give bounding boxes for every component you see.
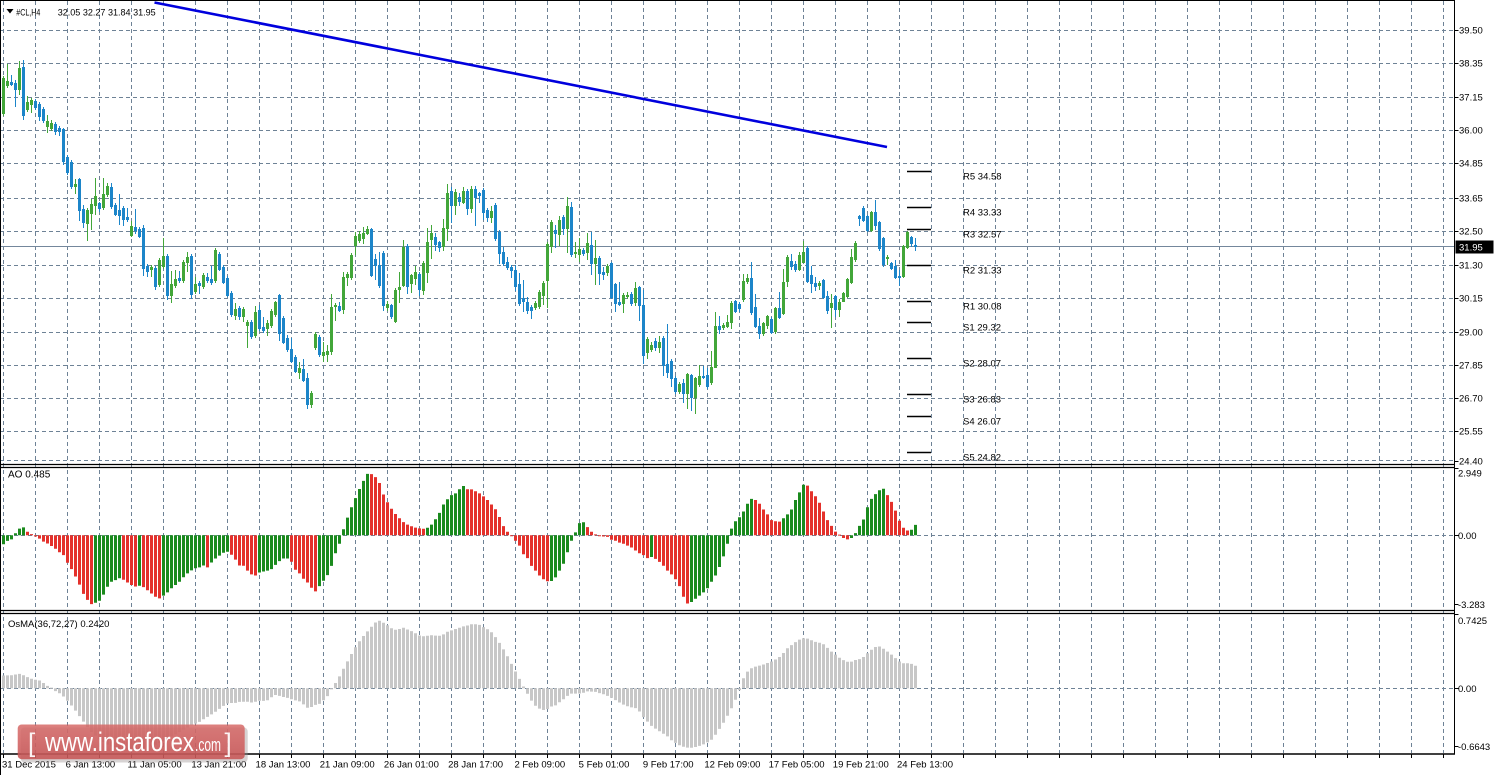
svg-text:9 Feb 17:00: 9 Feb 17:00 [643,760,694,771]
svg-text:#CL,H4: #CL,H4 [16,8,40,19]
svg-text:21 Jan 09:00: 21 Jan 09:00 [320,760,375,771]
svg-text:S2 28.07: S2 28.07 [963,359,1001,370]
svg-text:29.00: 29.00 [1459,328,1483,339]
svg-text:2 Feb 09:00: 2 Feb 09:00 [514,760,565,771]
svg-text:24.40: 24.40 [1459,457,1483,468]
svg-text:S1 29.32: S1 29.32 [963,323,1001,334]
svg-text:31 Dec 2015: 31 Dec 2015 [2,760,56,771]
svg-text:28 Jan 17:00: 28 Jan 17:00 [448,760,503,771]
svg-text:5 Feb 01:00: 5 Feb 01:00 [579,760,630,771]
svg-text:12 Feb 09:00: 12 Feb 09:00 [704,760,760,771]
svg-text:26 Jan 01:00: 26 Jan 01:00 [384,760,439,771]
svg-text:38.35: 38.35 [1459,59,1483,70]
svg-text:www.instaforex: www.instaforex [44,727,194,757]
svg-text:OsMA(36,72,27) 0.2420: OsMA(36,72,27) 0.2420 [8,619,109,630]
svg-text:25.55: 25.55 [1459,427,1483,438]
svg-text:2.949: 2.949 [1458,469,1482,480]
svg-text:]: ] [225,728,232,758]
svg-text:18 Jan 13:00: 18 Jan 13:00 [256,760,311,771]
svg-text:R5 34.58: R5 34.58 [963,172,1002,183]
svg-text:R2 31.33: R2 31.33 [963,266,1002,277]
svg-text:31.30: 31.30 [1459,261,1483,272]
svg-text:S4 26.07: S4 26.07 [963,417,1001,428]
svg-text:0.00: 0.00 [1458,531,1477,542]
svg-text:32.50: 32.50 [1459,227,1483,238]
svg-text:[: [ [28,728,36,758]
svg-text:39.50: 39.50 [1459,26,1483,37]
svg-text:R1 30.08: R1 30.08 [963,302,1002,313]
svg-text:-0.6643: -0.6643 [1458,742,1490,753]
svg-text:24 Feb 13:00: 24 Feb 13:00 [897,760,953,771]
svg-text:32.05 32.27 31.84 31.95: 32.05 32.27 31.84 31.95 [58,8,156,19]
svg-text:37.15: 37.15 [1459,93,1483,104]
svg-text:30.15: 30.15 [1459,294,1483,305]
svg-text:S3 26.83: S3 26.83 [963,395,1001,406]
svg-text:13 Jan 21:00: 13 Jan 21:00 [191,760,246,771]
svg-text:11 Jan 05:00: 11 Jan 05:00 [127,760,181,771]
svg-text:-3.283: -3.283 [1458,600,1485,611]
svg-text:19 Feb 21:00: 19 Feb 21:00 [833,760,889,771]
svg-text:27.85: 27.85 [1459,361,1483,372]
svg-text:.com: .com [195,735,221,755]
svg-text:R3 32.57: R3 32.57 [963,230,1002,241]
svg-text:0.00: 0.00 [1458,684,1477,695]
svg-text:AO 0.485: AO 0.485 [8,470,51,481]
svg-text:26.70: 26.70 [1459,394,1483,405]
svg-text:0.7425: 0.7425 [1458,616,1487,627]
svg-text:36.00: 36.00 [1459,126,1483,137]
svg-text:R4 33.33: R4 33.33 [963,208,1002,219]
svg-text:34.85: 34.85 [1459,159,1483,170]
svg-text:6 Jan 13:00: 6 Jan 13:00 [66,760,116,771]
svg-text:31.95: 31.95 [1459,243,1483,254]
svg-text:17 Feb 05:00: 17 Feb 05:00 [769,760,825,771]
svg-text:33.65: 33.65 [1459,194,1483,205]
svg-text:S5 24.82: S5 24.82 [963,453,1001,464]
